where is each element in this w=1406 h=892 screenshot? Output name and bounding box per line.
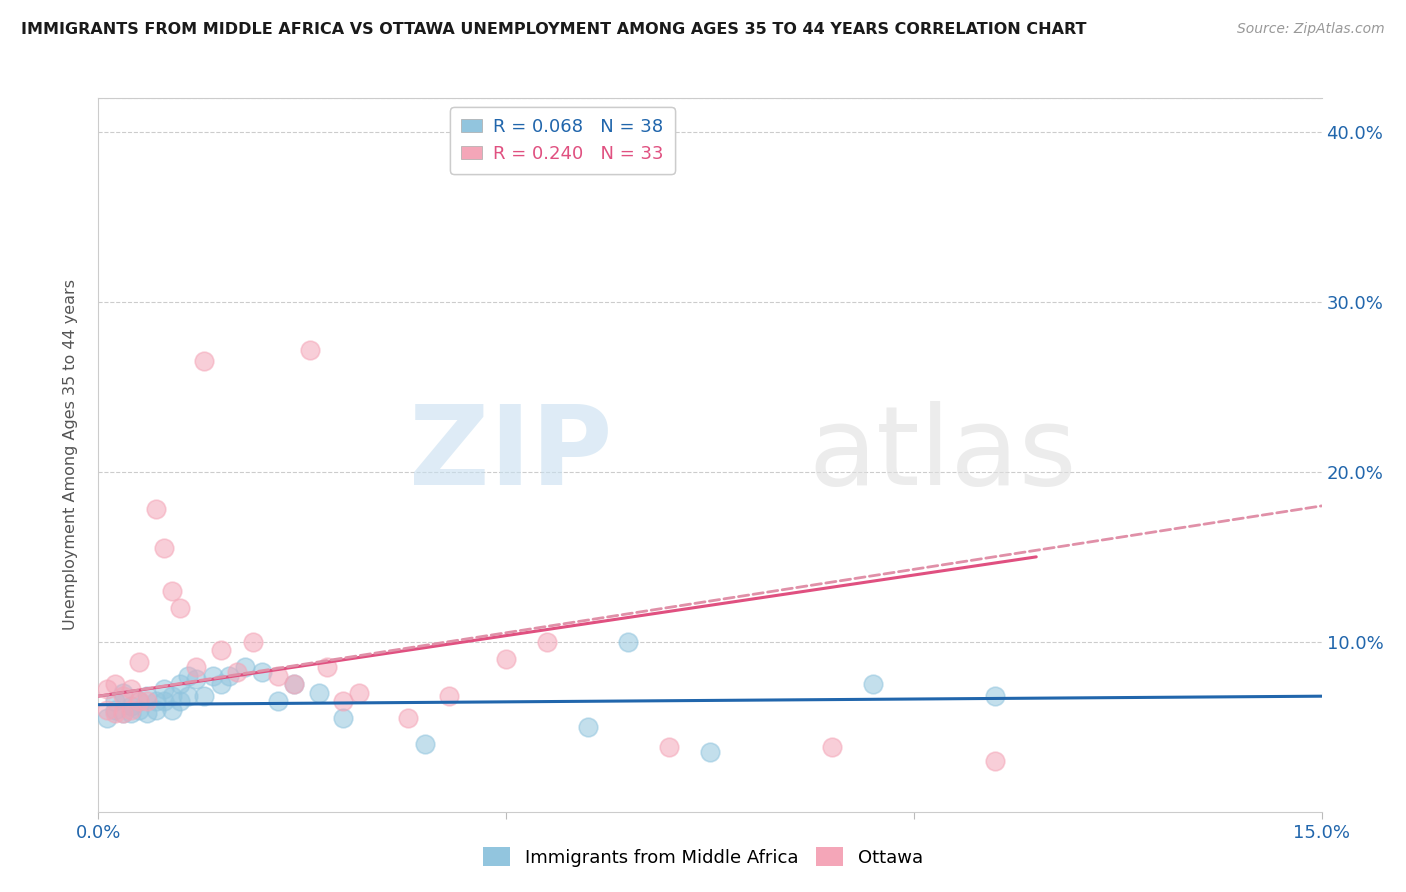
Point: [160, 689, 183, 703]
Point: [308, 686, 330, 700]
Legend: R = 0.068   N = 38, R = 0.240   N = 33: R = 0.068 N = 38, R = 0.240 N = 33: [450, 107, 675, 174]
Point: [128, 694, 150, 708]
Point: [160, 703, 183, 717]
Point: [233, 660, 256, 674]
Point: [136, 689, 159, 703]
Legend: Immigrants from Middle Africa, Ottawa: Immigrants from Middle Africa, Ottawa: [475, 840, 931, 874]
Point: [177, 689, 200, 703]
Point: [193, 689, 215, 703]
Point: [104, 706, 127, 721]
Text: ZIP: ZIP: [409, 401, 612, 508]
Point: [299, 343, 322, 357]
Point: [145, 703, 167, 717]
Point: [96, 711, 118, 725]
Point: [862, 677, 884, 691]
Point: [536, 635, 558, 649]
Point: [283, 677, 305, 691]
Point: [136, 694, 159, 708]
Point: [120, 706, 142, 721]
Point: [396, 711, 419, 725]
Point: [169, 600, 191, 615]
Point: [699, 745, 721, 759]
Point: [332, 711, 354, 725]
Point: [111, 686, 134, 700]
Point: [267, 669, 290, 683]
Point: [193, 354, 215, 368]
Point: [104, 694, 127, 708]
Point: [128, 703, 150, 717]
Point: [152, 694, 174, 708]
Point: [169, 694, 191, 708]
Text: IMMIGRANTS FROM MIDDLE AFRICA VS OTTAWA UNEMPLOYMENT AMONG AGES 35 TO 44 YEARS C: IMMIGRANTS FROM MIDDLE AFRICA VS OTTAWA …: [21, 22, 1087, 37]
Point: [96, 703, 118, 717]
Point: [104, 677, 127, 691]
Text: Source: ZipAtlas.com: Source: ZipAtlas.com: [1237, 22, 1385, 37]
Point: [283, 677, 305, 691]
Point: [413, 737, 436, 751]
Point: [128, 655, 150, 669]
Y-axis label: Unemployment Among Ages 35 to 44 years: Unemployment Among Ages 35 to 44 years: [63, 279, 77, 631]
Point: [201, 669, 224, 683]
Point: [152, 541, 174, 556]
Point: [111, 689, 134, 703]
Point: [177, 669, 200, 683]
Point: [145, 502, 167, 516]
Point: [242, 635, 264, 649]
Point: [658, 740, 681, 755]
Point: [186, 672, 208, 686]
Point: [160, 583, 183, 598]
Point: [145, 694, 167, 708]
Point: [332, 694, 354, 708]
Point: [136, 706, 159, 721]
Point: [617, 635, 640, 649]
Point: [267, 694, 290, 708]
Point: [128, 694, 150, 708]
Point: [120, 682, 142, 697]
Point: [576, 720, 599, 734]
Point: [111, 706, 134, 721]
Point: [152, 682, 174, 697]
Text: atlas: atlas: [808, 401, 1077, 508]
Point: [104, 703, 127, 717]
Point: [186, 660, 208, 674]
Point: [120, 699, 142, 714]
Point: [96, 682, 118, 697]
Point: [984, 689, 1007, 703]
Point: [226, 665, 249, 680]
Point: [111, 706, 134, 721]
Point: [250, 665, 273, 680]
Point: [218, 669, 240, 683]
Point: [315, 660, 337, 674]
Point: [984, 754, 1007, 768]
Point: [349, 686, 371, 700]
Point: [169, 677, 191, 691]
Point: [209, 677, 232, 691]
Point: [437, 689, 460, 703]
Point: [209, 643, 232, 657]
Point: [821, 740, 844, 755]
Point: [495, 652, 517, 666]
Point: [120, 703, 142, 717]
